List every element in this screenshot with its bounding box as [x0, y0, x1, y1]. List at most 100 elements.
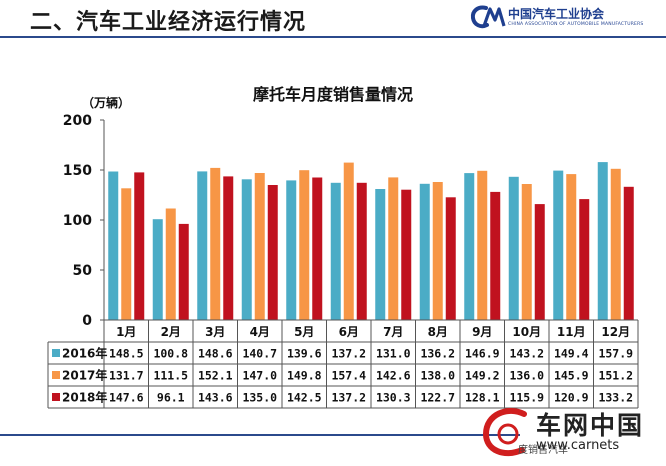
table-value-cell: 111.5 — [153, 369, 188, 383]
bar-2017年-10月 — [521, 184, 532, 320]
x-category-label: 8月 — [428, 325, 448, 339]
bar-2016年-3月 — [197, 171, 208, 320]
table-value-cell: 133.2 — [598, 391, 633, 405]
bar-2017年-3月 — [210, 167, 221, 320]
bar-2016年-11月 — [553, 170, 564, 320]
bar-2018年-4月 — [267, 185, 278, 320]
bar-2016年-6月 — [330, 182, 341, 320]
table-value-cell: 143.2 — [509, 347, 544, 361]
table-value-cell: 131.7 — [109, 369, 144, 383]
bar-2017年-1月 — [121, 188, 132, 320]
legend-label: 2016年 — [62, 346, 107, 361]
legend-swatch-2018年 — [52, 393, 60, 401]
caam-logo-icon — [470, 5, 506, 29]
x-category-label: 4月 — [250, 325, 270, 339]
y-tick-label: 200 — [63, 113, 92, 129]
table-value-cell: 137.2 — [331, 391, 366, 405]
bar-2018年-8月 — [445, 197, 456, 320]
chart-title: 摩托车月度销售量情况 — [253, 85, 413, 104]
table-value-cell: 152.1 — [198, 369, 233, 383]
table-value-cell: 157.4 — [331, 369, 366, 383]
x-category-label: 7月 — [383, 325, 403, 339]
table-value-cell: 157.9 — [598, 347, 633, 361]
bar-2016年-9月 — [464, 173, 475, 320]
x-category-label: 5月 — [294, 325, 314, 339]
legend-label: 2018年 — [62, 390, 107, 405]
table-value-cell: 145.9 — [554, 369, 589, 383]
table-value-cell: 100.8 — [153, 347, 188, 361]
table-value-cell: 136.2 — [420, 347, 455, 361]
slide-title: 二、汽车工业经济运行情况 — [30, 10, 307, 35]
x-category-label: 6月 — [339, 325, 359, 339]
bar-2016年-4月 — [241, 179, 252, 320]
x-category-label: 1月 — [116, 325, 136, 339]
x-category-label: 3月 — [205, 325, 225, 339]
x-category-label: 12月 — [601, 325, 630, 339]
bar-2018年-11月 — [579, 199, 590, 320]
table-value-cell: 142.6 — [376, 369, 411, 383]
table-value-cell: 147.6 — [109, 391, 144, 405]
bar-2018年-2月 — [178, 223, 189, 320]
y-tick-label: 50 — [73, 263, 93, 279]
y-axis-unit-label: （万辆） — [82, 95, 130, 110]
table-value-cell: 130.3 — [376, 391, 411, 405]
table-value-cell: 149.8 — [287, 369, 322, 383]
table-value-cell: 128.1 — [465, 391, 500, 405]
bar-2017年-11月 — [566, 174, 577, 320]
bar-2016年-2月 — [152, 219, 163, 320]
data-table: 1月 2月 3月 4月 5月 6月 7月 8月 9月 10月 11月 12月 2016年 148.5 100… — [47, 319, 639, 409]
bar-2017年-12月 — [610, 168, 621, 320]
bar-2018年-12月 — [623, 186, 634, 320]
table-value-cell: 147.0 — [242, 369, 277, 383]
table-value-cell: 143.6 — [198, 391, 233, 405]
bar-2018年-1月 — [134, 172, 145, 320]
bar-2018年-3月 — [223, 176, 234, 320]
table-value-cell: 148.6 — [198, 347, 233, 361]
bar-2016年-1月 — [108, 171, 119, 320]
bar-2017年-8月 — [432, 182, 443, 320]
table-value-cell: 149.4 — [554, 347, 589, 361]
watermark-name: 车网中国 — [536, 411, 645, 440]
footer-divider — [0, 434, 520, 436]
x-category-label: 11月 — [557, 325, 586, 339]
table-value-cell: 120.9 — [554, 391, 589, 405]
logo-name-cn: 中国汽车工业协会 — [508, 7, 605, 21]
bar-2016年-5月 — [286, 180, 297, 320]
table-value-cell: 137.2 — [331, 347, 366, 361]
logo-name-en: CHINA ASSOCIATION OF AUTOMOBILE MANUFACT… — [508, 22, 644, 27]
y-tick-label: 0 — [82, 313, 92, 329]
table-value-cell: 96.1 — [157, 391, 185, 405]
table-value-cell: 138.0 — [420, 369, 455, 383]
bar-2018年-6月 — [356, 182, 367, 320]
bar-2016年-7月 — [375, 189, 386, 320]
table-value-cell: 140.7 — [242, 347, 277, 361]
bar-group — [108, 162, 634, 320]
watermark: 车网中国 度销售汽车 www.carnets — [478, 404, 664, 464]
legend-swatch-2016年 — [52, 349, 60, 357]
table-value-cell: 139.6 — [287, 347, 322, 361]
y-tick-label: 100 — [63, 213, 92, 229]
x-category-label: 10月 — [512, 325, 541, 339]
bar-2018年-7月 — [401, 189, 412, 320]
table-value-cell: 151.2 — [598, 369, 633, 383]
bar-2016年-10月 — [508, 176, 519, 320]
table-value-cell: 148.5 — [109, 347, 144, 361]
table-value-cell: 146.9 — [465, 347, 500, 361]
table-value-cell: 136.0 — [509, 369, 544, 383]
watermark-subtext: 度销售汽车 — [518, 445, 568, 456]
table-value-cell: 135.0 — [242, 391, 277, 405]
bar-2017年-9月 — [477, 170, 488, 320]
bar-2016年-8月 — [419, 183, 430, 320]
bar-2017年-5月 — [299, 170, 310, 320]
bar-2017年-7月 — [388, 177, 399, 320]
x-category-label: 2月 — [161, 325, 181, 339]
watermark-url: www.carnets — [536, 438, 620, 453]
bar-2018年-9月 — [490, 191, 501, 320]
table-value-cell: 142.5 — [287, 391, 322, 405]
x-category-label: 9月 — [472, 325, 492, 339]
y-tick-label: 150 — [63, 163, 92, 179]
table-value-cell: 122.7 — [420, 391, 455, 405]
y-axis: 0 50 100 150 200 — [63, 113, 105, 329]
